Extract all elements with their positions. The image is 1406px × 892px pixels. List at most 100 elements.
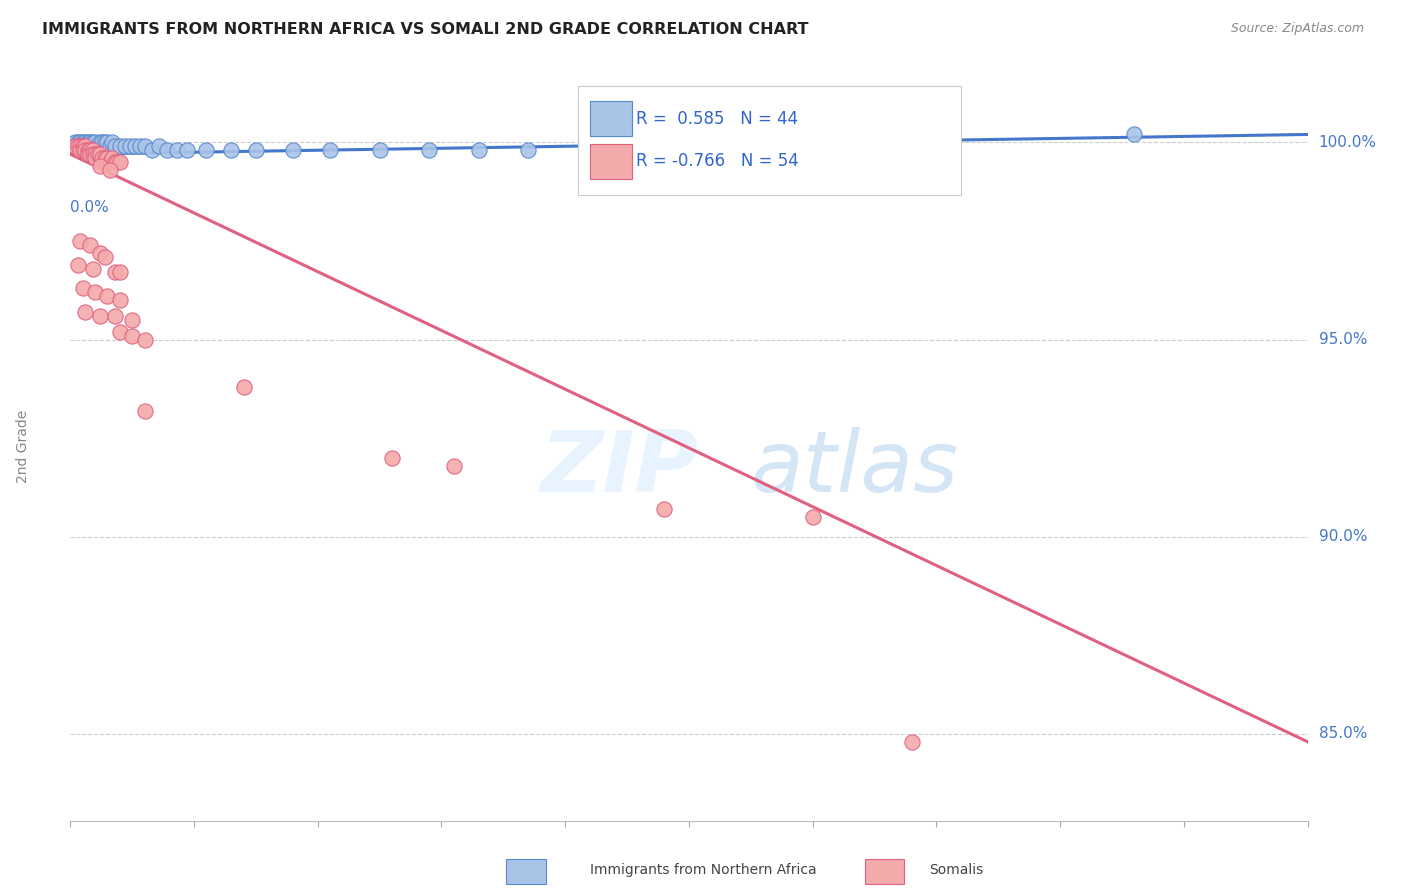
Point xyxy=(72,136,94,150)
Point xyxy=(652,502,675,516)
Point xyxy=(121,313,143,327)
Text: atlas: atlas xyxy=(751,427,959,510)
Point xyxy=(96,151,118,165)
Point xyxy=(94,136,117,150)
Point xyxy=(69,234,91,248)
Point xyxy=(281,143,304,157)
Point xyxy=(79,136,101,150)
Point xyxy=(641,143,664,157)
Text: Somalis: Somalis xyxy=(929,863,983,877)
Point xyxy=(76,143,98,157)
Point xyxy=(108,265,131,279)
Point xyxy=(86,139,108,153)
Point xyxy=(89,136,111,150)
Point xyxy=(925,139,948,153)
Point xyxy=(94,151,117,165)
Point xyxy=(134,403,156,417)
Point xyxy=(108,293,131,307)
Point xyxy=(89,159,111,173)
Point xyxy=(84,147,107,161)
Point xyxy=(148,139,170,153)
Point xyxy=(900,735,922,749)
Point xyxy=(104,309,127,323)
Point xyxy=(89,309,111,323)
Point xyxy=(108,325,131,339)
Point xyxy=(121,328,143,343)
Point xyxy=(84,151,107,165)
Text: 100.0%: 100.0% xyxy=(1319,135,1376,150)
Point xyxy=(75,136,97,150)
Point xyxy=(82,143,104,157)
Point xyxy=(79,147,101,161)
Point xyxy=(232,380,254,394)
Text: 90.0%: 90.0% xyxy=(1319,529,1367,544)
Point xyxy=(118,139,141,153)
Point xyxy=(69,136,91,150)
Point xyxy=(381,450,404,465)
Point xyxy=(98,139,121,153)
Text: 2nd Grade: 2nd Grade xyxy=(17,409,31,483)
Point xyxy=(134,139,156,153)
Point xyxy=(114,139,136,153)
Point xyxy=(156,143,179,157)
Point xyxy=(82,147,104,161)
Point xyxy=(69,143,91,157)
Point xyxy=(79,238,101,252)
Point xyxy=(124,139,146,153)
Point xyxy=(79,143,101,157)
Point xyxy=(65,136,87,150)
Point xyxy=(319,143,342,157)
Point xyxy=(94,250,117,264)
Point xyxy=(134,333,156,347)
Point xyxy=(517,143,540,157)
FancyBboxPatch shape xyxy=(591,144,633,178)
FancyBboxPatch shape xyxy=(578,87,962,195)
Point xyxy=(776,143,799,157)
Point xyxy=(851,143,873,157)
Point xyxy=(96,289,118,303)
Point xyxy=(91,136,114,150)
Point xyxy=(467,143,489,157)
Text: 95.0%: 95.0% xyxy=(1319,332,1367,347)
FancyBboxPatch shape xyxy=(591,102,633,136)
Point xyxy=(108,155,131,169)
Text: IMMIGRANTS FROM NORTHERN AFRICA VS SOMALI 2ND GRADE CORRELATION CHART: IMMIGRANTS FROM NORTHERN AFRICA VS SOMAL… xyxy=(42,22,808,37)
Point xyxy=(219,143,242,157)
Point xyxy=(66,139,89,153)
Point xyxy=(89,147,111,161)
Point xyxy=(82,136,104,150)
Point xyxy=(245,143,267,157)
Point xyxy=(176,143,198,157)
Point xyxy=(801,510,824,524)
Point xyxy=(105,155,128,169)
Text: Immigrants from Northern Africa: Immigrants from Northern Africa xyxy=(589,863,817,877)
Point xyxy=(84,136,107,150)
Point xyxy=(128,139,150,153)
Point xyxy=(141,143,163,157)
Point xyxy=(89,245,111,260)
Text: 0.0%: 0.0% xyxy=(70,200,110,215)
Point xyxy=(104,139,127,153)
Point xyxy=(195,143,218,157)
Point xyxy=(101,151,124,165)
Point xyxy=(66,136,89,150)
Point xyxy=(69,139,91,153)
Point xyxy=(166,143,188,157)
Point xyxy=(104,265,127,279)
Point xyxy=(82,261,104,276)
Point xyxy=(443,458,465,473)
Point xyxy=(98,155,121,169)
Point xyxy=(418,143,440,157)
Point xyxy=(75,143,97,157)
Point xyxy=(96,136,118,150)
Point xyxy=(108,139,131,153)
Point xyxy=(66,258,89,272)
Text: R =  0.585   N = 44: R = 0.585 N = 44 xyxy=(636,110,797,128)
Point xyxy=(75,305,97,319)
Text: ZIP: ZIP xyxy=(540,427,699,510)
Text: 85.0%: 85.0% xyxy=(1319,726,1367,741)
Point xyxy=(368,143,391,157)
Point xyxy=(72,139,94,153)
Point xyxy=(75,139,97,153)
Point xyxy=(1123,128,1146,142)
